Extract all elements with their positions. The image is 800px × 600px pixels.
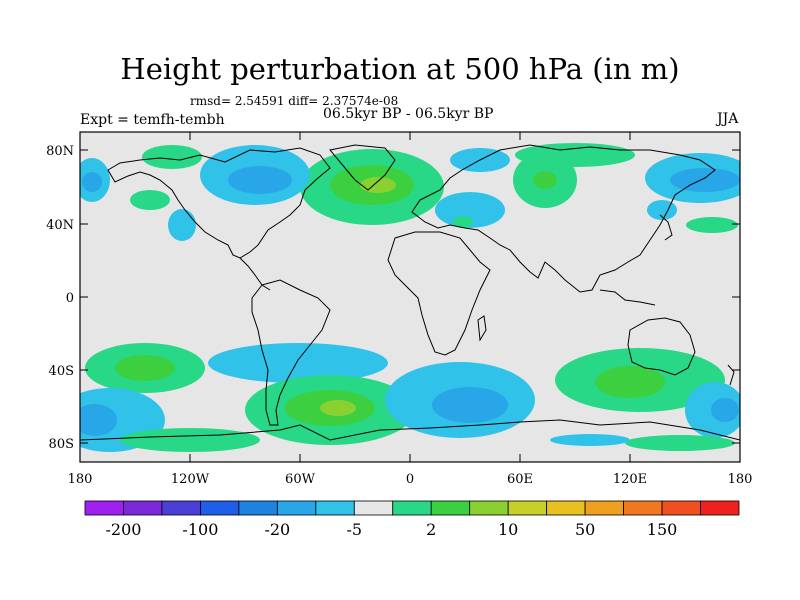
coast-new-zealand: [727, 364, 735, 386]
colorbar-swatch: [161, 500, 201, 516]
lat-tick-label: 80N: [46, 144, 74, 159]
colorbar-label: -200: [105, 520, 141, 539]
lon-tick-label: 120W: [171, 472, 210, 487]
anomaly-negative: [711, 398, 739, 422]
anomaly-positive: [595, 366, 665, 398]
lon-tick-label: 60E: [507, 472, 533, 487]
colorbar-swatch: [623, 500, 663, 516]
anomaly-positive: [360, 177, 396, 193]
longitude-axis: 180 120W 60W 0 60E 120E 180: [68, 132, 753, 487]
colorbar-label: 50: [575, 520, 595, 539]
colorbar-swatch: [123, 500, 163, 516]
anomaly-positive: [453, 216, 473, 228]
period-label: 06.5kyr BP - 06.5kyr BP: [323, 106, 494, 122]
coast-antarctica: [80, 419, 740, 441]
experiment-label: Expt = temfh-tembh: [80, 112, 225, 128]
colorbar-swatch: [276, 500, 317, 516]
colorbar-label: 2: [426, 520, 436, 539]
colorbar-swatch: [238, 500, 278, 516]
coast-indonesia: [599, 289, 656, 306]
lon-tick-label: 180: [68, 472, 93, 487]
colorbar-swatch: [392, 500, 432, 516]
coastlines: [80, 144, 740, 441]
colorbar-swatch: [200, 500, 240, 516]
anomaly-positive: [130, 190, 170, 210]
anomaly-negative: [82, 172, 102, 192]
anomaly-positive: [686, 217, 738, 233]
colorbar-swatch: [315, 500, 355, 516]
colorbar-swatch: [84, 500, 124, 516]
coast-australia: [627, 317, 696, 376]
anomaly-positive: [515, 143, 635, 167]
anomaly-positive: [320, 400, 356, 416]
lat-tick-label: 0: [66, 291, 74, 306]
anomaly-positive: [142, 145, 202, 169]
anomaly-negative: [80, 404, 117, 436]
coast-japan: [659, 214, 673, 241]
lon-tick-label: 0: [406, 472, 414, 487]
anomaly-negative: [647, 200, 677, 220]
lat-tick-label: 80S: [49, 437, 74, 452]
coast-greenland: [329, 144, 396, 191]
stats-text: rmsd= 2.54591 diff= 2.37574e-08: [190, 94, 399, 108]
latitude-axis: 80N 40N 0 40S 80S: [46, 144, 740, 452]
colorbar-swatch: [661, 500, 701, 516]
colorbar-label: 150: [647, 520, 678, 539]
colorbar-swatch: [430, 500, 471, 516]
colorbar-swatch: [507, 500, 548, 516]
anomaly-negative: [228, 166, 292, 194]
anomaly-positive: [625, 435, 735, 451]
anomaly-negative: [432, 387, 508, 423]
coast-africa: [387, 231, 491, 356]
colorbar-label: -100: [182, 520, 218, 539]
anomaly-positive: [533, 171, 557, 189]
colorbar-label: -5: [346, 520, 362, 539]
coast-europe-asia: [411, 144, 716, 293]
coast-central-america: [239, 257, 271, 291]
lon-tick-label: 60W: [285, 472, 316, 487]
colorbar-swatch: [353, 500, 394, 516]
lat-tick-label: 40S: [49, 364, 74, 379]
lat-tick-label: 40N: [46, 218, 74, 233]
colorbar-swatch: [469, 500, 509, 516]
coast-madagascar: [477, 315, 487, 342]
colorbar-label: 10: [498, 520, 518, 539]
lon-tick-label: 120E: [613, 472, 647, 487]
lon-tick-label: 180: [728, 472, 753, 487]
coast-north-america: [107, 147, 331, 259]
colorbar-swatch: [700, 500, 740, 516]
colorbar: [84, 500, 740, 516]
anomaly-negative: [550, 434, 630, 446]
anomaly-negative: [208, 343, 388, 383]
colorbar-swatch: [546, 500, 586, 516]
anomaly-negative: [670, 168, 740, 192]
plot-title: Height perturbation at 500 hPa (in m): [120, 52, 680, 86]
anomaly-negative: [435, 192, 505, 228]
colorbar-swatch: [584, 500, 624, 516]
season-label: JJA: [717, 111, 739, 127]
colorbar-labels: -200 -100 -20 -5 2 10 50 150: [105, 520, 677, 539]
coast-south-america: [251, 279, 331, 426]
contour-fills: [80, 143, 740, 452]
anomaly-positive: [120, 428, 260, 452]
colorbar-label: -20: [264, 520, 290, 539]
anomaly-positive: [115, 355, 175, 381]
anomaly-negative: [168, 209, 196, 241]
map-panel: 80N 40N 0 40S 80S 180 120W 60W 0 60E 120E 180: [46, 131, 753, 487]
